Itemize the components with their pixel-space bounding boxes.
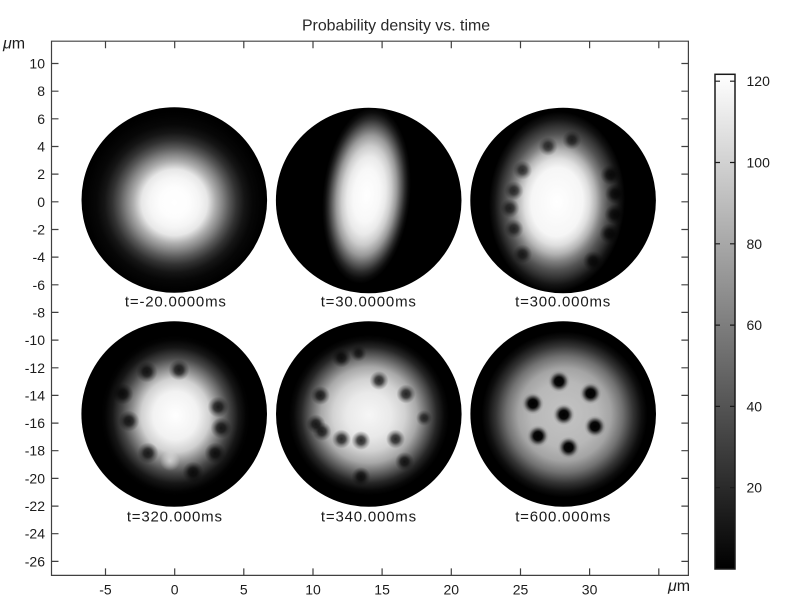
svg-text:-5: -5	[99, 582, 112, 598]
svg-text:-20: -20	[25, 470, 45, 486]
svg-text:-26: -26	[25, 553, 45, 569]
svg-text:0: 0	[37, 194, 45, 210]
svg-text:-10: -10	[25, 332, 45, 348]
svg-text:μm: μm	[2, 36, 25, 53]
svg-text:5: 5	[240, 582, 248, 598]
svg-text:μm: μm	[667, 578, 690, 595]
svg-text:8: 8	[37, 83, 45, 99]
svg-text:t=30.0000ms: t=30.0000ms	[321, 293, 417, 310]
svg-text:10: 10	[305, 582, 321, 598]
svg-text:0: 0	[171, 582, 179, 598]
svg-text:40: 40	[747, 398, 763, 414]
svg-text:-14: -14	[25, 387, 45, 403]
svg-text:t=340.000ms: t=340.000ms	[321, 509, 417, 526]
svg-text:-4: -4	[33, 249, 46, 265]
svg-text:-22: -22	[25, 498, 45, 514]
svg-text:20: 20	[747, 480, 763, 496]
svg-text:100: 100	[747, 155, 771, 171]
svg-text:2: 2	[37, 166, 45, 182]
svg-text:120: 120	[747, 73, 771, 89]
svg-text:-24: -24	[25, 526, 45, 542]
svg-text:-8: -8	[33, 304, 46, 320]
svg-text:-12: -12	[25, 360, 45, 376]
svg-text:30: 30	[582, 582, 598, 598]
svg-text:-2: -2	[33, 222, 46, 238]
svg-text:t=300.000ms: t=300.000ms	[515, 293, 611, 310]
svg-text:10: 10	[29, 56, 45, 72]
svg-text:-6: -6	[33, 277, 46, 293]
svg-text:60: 60	[747, 317, 763, 333]
svg-text:25: 25	[513, 582, 529, 598]
svg-text:15: 15	[374, 582, 390, 598]
svg-text:-18: -18	[25, 443, 45, 459]
svg-text:-16: -16	[25, 415, 45, 431]
svg-text:80: 80	[747, 236, 763, 252]
svg-text:Probability density vs. time: Probability density vs. time	[302, 18, 490, 35]
svg-text:t=-20.0000ms: t=-20.0000ms	[125, 293, 227, 310]
svg-text:4: 4	[37, 139, 45, 155]
svg-text:20: 20	[444, 582, 460, 598]
svg-text:6: 6	[37, 111, 45, 127]
svg-text:t=600.000ms: t=600.000ms	[515, 509, 611, 526]
svg-text:t=320.000ms: t=320.000ms	[127, 509, 223, 526]
